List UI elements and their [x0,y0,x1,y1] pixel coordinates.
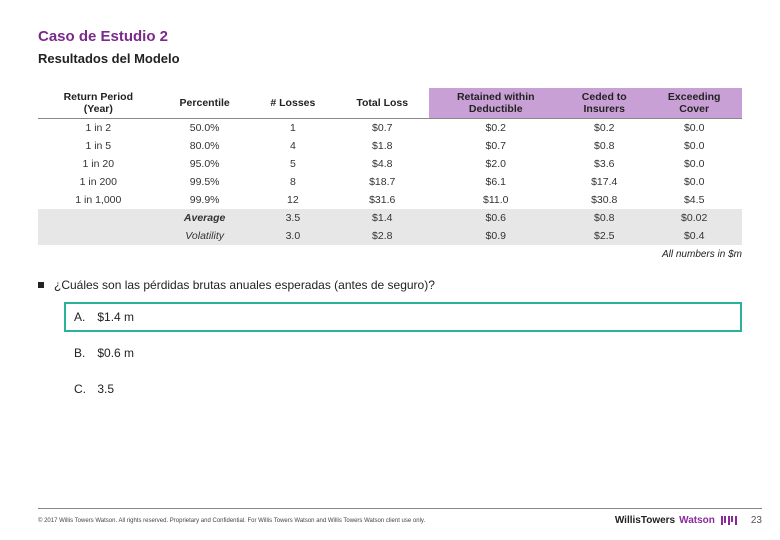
question-text: ¿Cuáles son las pérdidas brutas anuales … [38,278,742,292]
cell-ci: $17.4 [562,173,646,191]
cell-nl: 1 [251,119,335,138]
table-header-row: Return Period (Year) Percentile # Losses… [38,88,742,119]
cell-tl: $31.6 [335,191,429,209]
answer-option-c[interactable]: C. 3.5 [64,374,742,404]
cell-ci: $30.8 [562,191,646,209]
table-row: 1 in 2 50.0% 1 $0.7 $0.2 $0.2 $0.0 [38,119,742,138]
cell-pct: 99.5% [159,173,251,191]
cell-tl: $4.8 [335,155,429,173]
slide-title: Caso de Estudio 2 [38,28,742,45]
cell-ec: $0.4 [646,227,742,245]
answer-letter: B. [74,346,94,360]
cell-pct: 95.0% [159,155,251,173]
cell-ec: $0.0 [646,155,742,173]
slide-footer: © 2017 Willis Towers Watson. All rights … [38,508,762,526]
copyright-text: © 2017 Willis Towers Watson. All rights … [38,518,425,524]
cell-tl: $2.8 [335,227,429,245]
col-total-loss: Total Loss [335,88,429,119]
cell-nl: 12 [251,191,335,209]
cell-pct: 80.0% [159,137,251,155]
question-label: ¿Cuáles son las pérdidas brutas anuales … [54,278,435,292]
cell-rp: 1 in 1,000 [38,191,159,209]
cell-ec: $0.02 [646,209,742,227]
table-row: 1 in 20 95.0% 5 $4.8 $2.0 $3.6 $0.0 [38,155,742,173]
cell-ci: $3.6 [562,155,646,173]
cell-pct: 99.9% [159,191,251,209]
cell-nl: 8 [251,173,335,191]
table-row: 1 in 5 80.0% 4 $1.8 $0.7 $0.8 $0.0 [38,137,742,155]
col-ceded: Ceded to Insurers [562,88,646,119]
answer-text: $1.4 m [97,310,134,324]
cell-rp: 1 in 20 [38,155,159,173]
brand-logo: WillisTowers Watson [615,515,737,526]
answer-text: 3.5 [97,382,114,396]
answer-text: $0.6 m [97,346,134,360]
answer-option-a[interactable]: A. $1.4 m [64,302,742,332]
table-row-volatility: Volatility 3.0 $2.8 $0.9 $2.5 $0.4 [38,227,742,245]
cell-ec: $0.0 [646,173,742,191]
results-table: Return Period (Year) Percentile # Losses… [38,88,742,245]
col-retained: Retained within Deductible [429,88,562,119]
cell-rd: $2.0 [429,155,562,173]
cell-avg-label: Average [159,209,251,227]
cell-ci: $0.2 [562,119,646,138]
cell-ec: $0.0 [646,119,742,138]
cell-rd: $0.9 [429,227,562,245]
cell-pct: 50.0% [159,119,251,138]
answer-letter: A. [74,310,94,324]
cell-tl: $1.8 [335,137,429,155]
brand-bars-icon [721,516,737,525]
cell-rd: $0.2 [429,119,562,138]
col-return-period: Return Period (Year) [38,88,159,119]
cell-nl: 5 [251,155,335,173]
cell-tl: $1.4 [335,209,429,227]
cell-rd: $11.0 [429,191,562,209]
cell-ec: $0.0 [646,137,742,155]
table-row: 1 in 200 99.5% 8 $18.7 $6.1 $17.4 $0.0 [38,173,742,191]
col-losses: # Losses [251,88,335,119]
answer-option-b[interactable]: B. $0.6 m [64,338,742,368]
table-row: 1 in 1,000 99.9% 12 $31.6 $11.0 $30.8 $4… [38,191,742,209]
cell-ci: $0.8 [562,137,646,155]
answers-list: A. $1.4 m B. $0.6 m C. 3.5 [64,302,742,404]
table-row-average: Average 3.5 $1.4 $0.6 $0.8 $0.02 [38,209,742,227]
cell-ci: $2.5 [562,227,646,245]
cell-tl: $18.7 [335,173,429,191]
cell-rp: 1 in 2 [38,119,159,138]
table-note: All numbers in $m [38,249,742,260]
slide-subtitle: Resultados del Modelo [38,51,742,66]
bullet-icon [38,282,44,288]
cell-nl: 3.0 [251,227,335,245]
col-percentile: Percentile [159,88,251,119]
cell-vol-label: Volatility [159,227,251,245]
footer-divider [38,508,762,509]
page-number: 23 [751,515,762,526]
cell-rd: $6.1 [429,173,562,191]
cell-nl: 4 [251,137,335,155]
cell-tl: $0.7 [335,119,429,138]
brand-purple: Watson [679,515,715,526]
cell-ci: $0.8 [562,209,646,227]
col-exceeding: Exceeding Cover [646,88,742,119]
cell-ec: $4.5 [646,191,742,209]
cell-rp: 1 in 5 [38,137,159,155]
answer-letter: C. [74,382,94,396]
cell-rd: $0.7 [429,137,562,155]
cell-nl: 3.5 [251,209,335,227]
table-body: 1 in 2 50.0% 1 $0.7 $0.2 $0.2 $0.0 1 in … [38,119,742,246]
cell-rp: 1 in 200 [38,173,159,191]
brand-black: WillisTowers [615,515,675,526]
cell-rd: $0.6 [429,209,562,227]
